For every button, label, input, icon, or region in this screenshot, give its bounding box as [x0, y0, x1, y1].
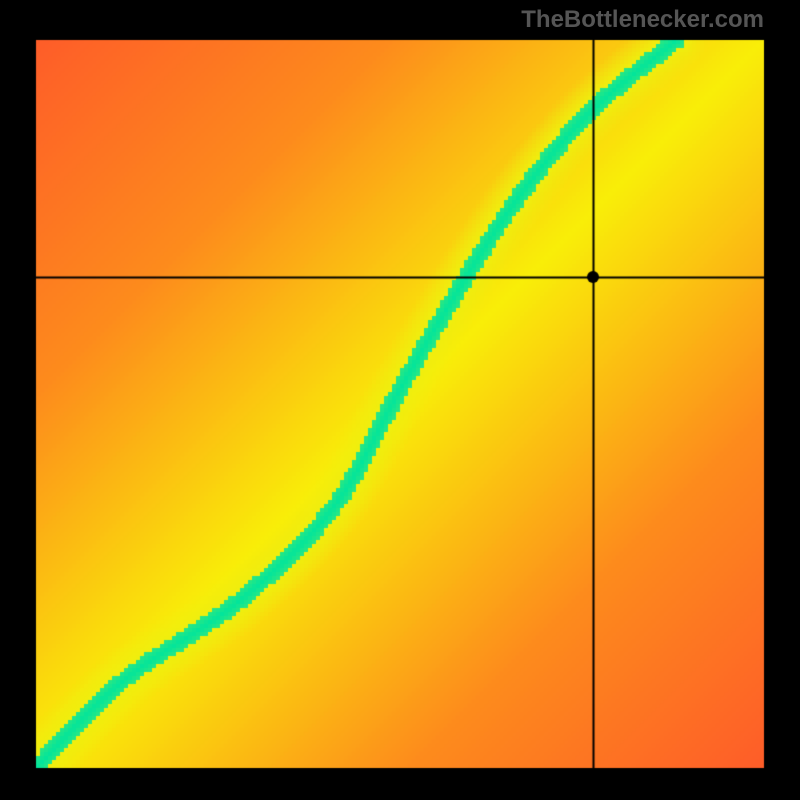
watermark-text: TheBottlenecker.com: [521, 6, 764, 34]
bottleneck-heatmap: [0, 0, 800, 800]
